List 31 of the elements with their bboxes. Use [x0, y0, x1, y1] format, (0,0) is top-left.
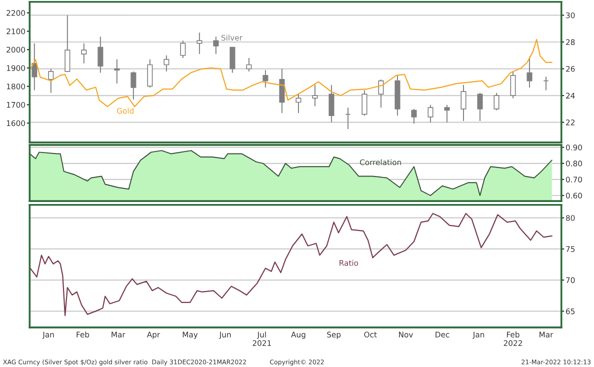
candlestick: [81, 42, 87, 64]
candlestick: [526, 56, 532, 88]
candlestick: [494, 92, 500, 111]
candlestick: [196, 32, 202, 55]
candlestick: [246, 58, 252, 72]
candlestick: [543, 76, 549, 91]
candlestick: [279, 68, 285, 114]
candlestick: [460, 84, 466, 122]
candlestick: [114, 58, 120, 84]
candlestick: [411, 108, 417, 124]
candlestick: [164, 54, 170, 72]
candlestick: [510, 70, 516, 99]
candlestick: [428, 104, 434, 123]
candlestick: [230, 46, 236, 74]
candlestick: [147, 58, 153, 88]
candlestick: [64, 14, 70, 72]
candlestick: [378, 78, 384, 108]
candlestick: [477, 92, 483, 122]
candlestick: [48, 68, 54, 94]
candlestick: [262, 70, 268, 88]
candlestick: [213, 36, 219, 55]
candlestick: [296, 94, 302, 114]
candlestick: [362, 90, 368, 116]
candlestick: [312, 84, 318, 107]
candlestick: [444, 104, 450, 123]
candlestick: [328, 84, 334, 123]
candlestick: [130, 70, 136, 100]
candlestick: [345, 107, 351, 130]
candlestick: [98, 36, 104, 74]
line-series: [30, 212, 552, 316]
candlestick: [180, 40, 186, 59]
